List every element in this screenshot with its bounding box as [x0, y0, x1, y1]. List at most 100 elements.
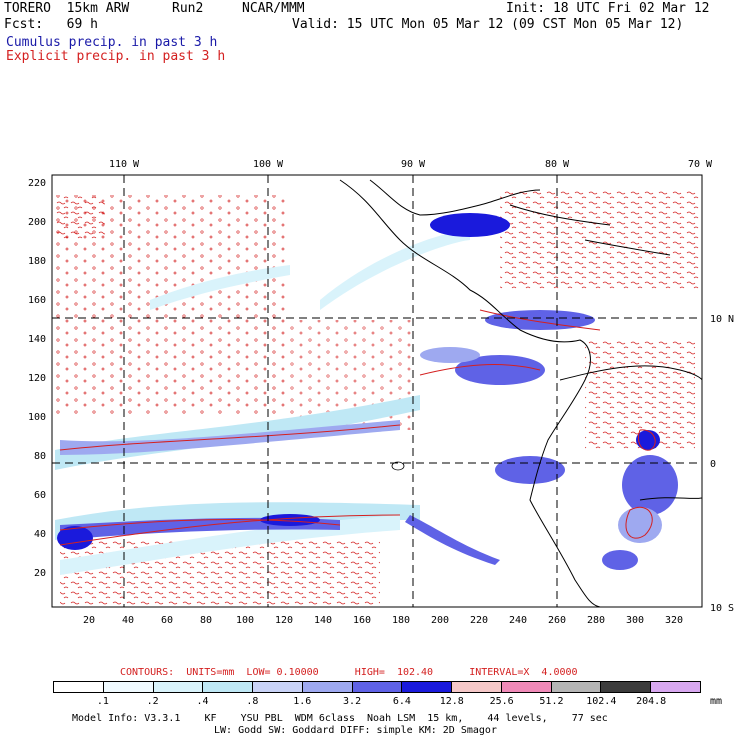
colorbar-swatch: [54, 682, 104, 692]
precip-colorbar: [53, 681, 701, 693]
contour-south-band: [60, 540, 380, 605]
x-tick: 280: [587, 615, 605, 626]
contour-line-3: [59, 514, 401, 546]
y-tick: 220: [28, 178, 46, 189]
x-tick: 40: [122, 615, 134, 626]
cell-pacific-east-2: [420, 347, 480, 363]
colorbar-unit: mm: [710, 696, 723, 707]
border-peru-brazil: [639, 497, 702, 501]
colorbar-label: 204.8: [636, 696, 667, 707]
map-frame: [51, 174, 703, 608]
y-tick: 20: [34, 568, 46, 579]
coastline-americas: [339, 179, 601, 607]
lon-label-90w: 90 W: [401, 159, 426, 170]
colorbar-swatch: [203, 682, 254, 692]
colorbar-swatch: [551, 682, 602, 692]
colorbar-label: 3.2: [343, 696, 362, 707]
galapagos-islands: [391, 461, 405, 471]
colorbar-label: 51.2: [539, 696, 564, 707]
lon-label-70w: 70 W: [688, 159, 713, 170]
colorbar-label: 25.6: [489, 696, 514, 707]
colorbar-swatch: [452, 682, 502, 692]
org-label: NCAR/MMM: [242, 1, 305, 16]
cell-peru: [618, 507, 662, 543]
valid-time: Valid: 15 UTC Mon 05 Mar 12 (09 CST Mon …: [292, 17, 684, 32]
physics-info: LW: Godd SW: Goddard DIFF: simple KM: 2D…: [214, 725, 497, 736]
colorbar-label: .4: [196, 696, 209, 707]
cell-amazon: [622, 455, 678, 515]
band-northwest: [150, 265, 290, 310]
contour-line-2: [59, 519, 341, 531]
colorbar-swatch: [402, 682, 453, 692]
colorbar-label: 6.4: [392, 696, 411, 707]
run-label: Run2: [172, 1, 204, 16]
itcz-band-south: [60, 515, 400, 575]
colorbar-label: .1: [96, 696, 109, 707]
x-tick: 200: [431, 615, 449, 626]
colorbar-label: .8: [246, 696, 259, 707]
x-tick: 220: [470, 615, 488, 626]
convection-north: [60, 420, 400, 455]
x-tick: 180: [392, 615, 410, 626]
contour-colombia: [585, 340, 695, 450]
coastline-yucatan: [509, 204, 611, 226]
x-tick: 240: [509, 615, 527, 626]
y-tick: 60: [34, 490, 46, 501]
cell-ecuador: [495, 456, 565, 484]
lon-label-80w: 80 W: [545, 159, 570, 170]
x-tick: 140: [314, 615, 332, 626]
lon-label-100w: 100 W: [253, 159, 284, 170]
colorbar-swatch: [302, 682, 353, 692]
colorbar-label: 1.6: [293, 696, 312, 707]
x-tick: 100: [236, 615, 254, 626]
x-tick: 300: [626, 615, 644, 626]
convection-streak: [405, 515, 500, 565]
colorbar-label: 12.8: [439, 696, 464, 707]
y-tick: 180: [28, 256, 46, 267]
band-mexico: [320, 230, 470, 310]
cell-panama: [485, 310, 595, 330]
cell-mexico: [430, 213, 510, 237]
colorbar-swatch: [601, 682, 652, 692]
coastline-gulf: [369, 179, 541, 216]
y-tick: 200: [28, 217, 46, 228]
x-tick: 120: [275, 615, 293, 626]
y-tick: 140: [28, 334, 46, 345]
colorbar-swatch: [501, 682, 552, 692]
lat-label-10n: 10 N: [710, 314, 734, 325]
colorbar-swatch: [153, 682, 204, 692]
forecast-hour: Fcst: 69 h: [4, 17, 98, 32]
contour-northwest: [55, 195, 105, 240]
contour-caribbean: [500, 190, 700, 290]
precip-field: [55, 179, 702, 607]
contour-line-4: [419, 364, 541, 376]
x-tick: 80: [200, 615, 212, 626]
colorbar-swatch: [253, 682, 303, 692]
colorbar-label: .2: [146, 696, 159, 707]
cell-amazon-core: [636, 430, 660, 450]
y-tick: 40: [34, 529, 46, 540]
coastline-andes: [559, 365, 702, 381]
x-tick: 260: [548, 615, 566, 626]
y-tick: 160: [28, 295, 46, 306]
y-tick: 80: [34, 451, 46, 462]
colorbar-swatch: [651, 682, 700, 692]
model-label: TORERO 15km ARW: [4, 1, 130, 16]
colorbar-swatch: [103, 682, 154, 692]
x-tick: 160: [353, 615, 371, 626]
init-time: Init: 18 UTC Fri 02 Mar 12: [506, 1, 710, 16]
lat-label-10s: 10 S: [710, 603, 734, 614]
y-tick: 100: [28, 412, 46, 423]
latlon-grid: [52, 175, 702, 607]
legend-explicit: Explicit precip. in past 3 h: [6, 49, 226, 64]
cell-pacific-east: [455, 355, 545, 385]
model-info: Model Info: V3.3.1 KF YSU PBL WDM 6class…: [72, 713, 608, 724]
lon-label-110w: 110 W: [109, 159, 140, 170]
x-tick: 60: [161, 615, 173, 626]
coastline-cuba: [584, 239, 671, 256]
y-tick: 120: [28, 373, 46, 384]
contour-line-7: [637, 429, 656, 451]
contour-info: CONTOURS: UNITS=mm LOW= 0.10000 HIGH= 10…: [120, 667, 578, 678]
cell-peru-south: [602, 550, 638, 570]
